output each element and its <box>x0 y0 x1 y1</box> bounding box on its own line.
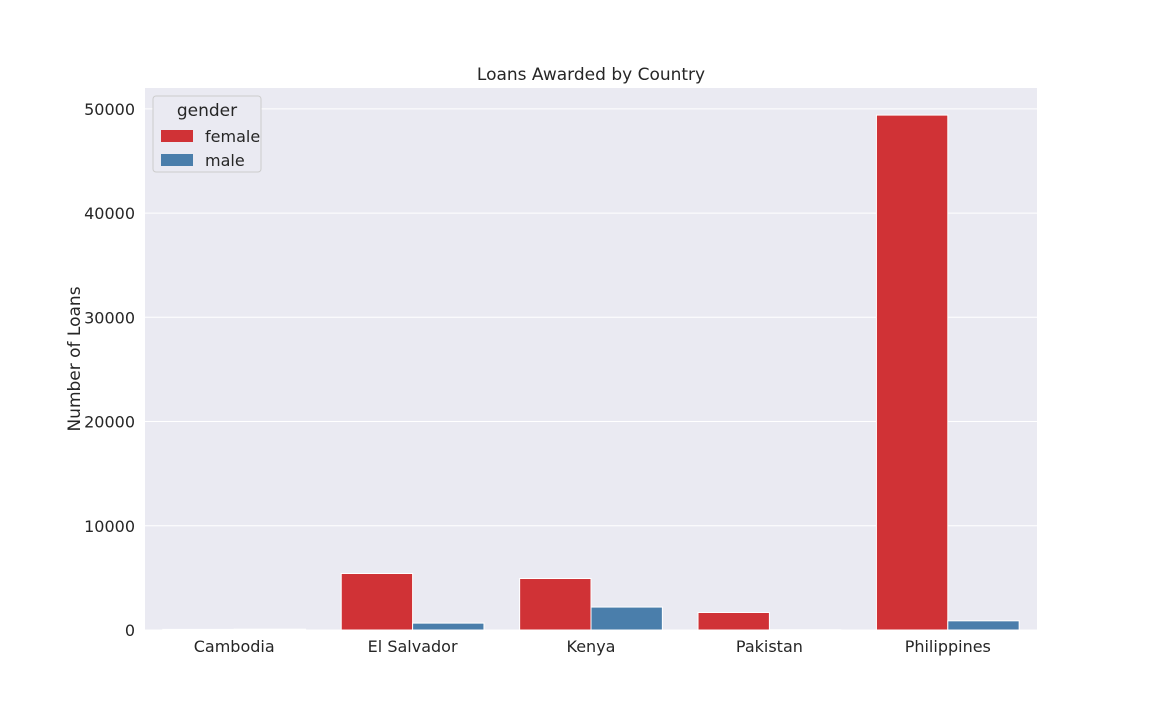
legend-swatch-male <box>161 154 193 166</box>
bar-male-philippines <box>948 621 1019 630</box>
y-tick-label: 10000 <box>84 517 135 536</box>
y-tick-label: 40000 <box>84 204 135 223</box>
y-axis-label: Number of Loans <box>65 286 85 431</box>
x-tick-label: Kenya <box>567 637 616 656</box>
y-axis-ticks: 0 10000 20000 30000 40000 50000 <box>84 100 135 640</box>
x-tick-label: Pakistan <box>736 637 803 656</box>
x-tick-label: Cambodia <box>194 637 275 656</box>
y-tick-label: 0 <box>125 621 135 640</box>
bar-female-cambodia <box>163 629 234 630</box>
bar-male-cambodia <box>234 629 305 630</box>
y-tick-label: 20000 <box>84 413 135 432</box>
legend-title: gender <box>177 101 237 121</box>
x-axis-ticks: Cambodia El Salvador Kenya Pakistan Philippi… <box>194 637 991 656</box>
legend-label-male: male <box>205 151 245 170</box>
bar-female-kenya <box>520 579 591 630</box>
x-tick-label: El Salvador <box>368 637 458 656</box>
bar-male-el-salvador <box>413 623 484 630</box>
bar-female-philippines <box>876 115 947 630</box>
x-tick-label: Philippines <box>905 637 991 656</box>
bar-male-kenya <box>591 607 662 630</box>
y-tick-label: 30000 <box>84 308 135 327</box>
legend: gender female male <box>153 96 261 172</box>
chart-title: Loans Awarded by Country <box>477 65 705 85</box>
y-tick-label: 50000 <box>84 100 135 119</box>
legend-swatch-female <box>161 130 193 142</box>
bar-female-el-salvador <box>341 574 412 630</box>
bar-female-pakistan <box>698 612 769 630</box>
legend-label-female: female <box>205 127 260 146</box>
